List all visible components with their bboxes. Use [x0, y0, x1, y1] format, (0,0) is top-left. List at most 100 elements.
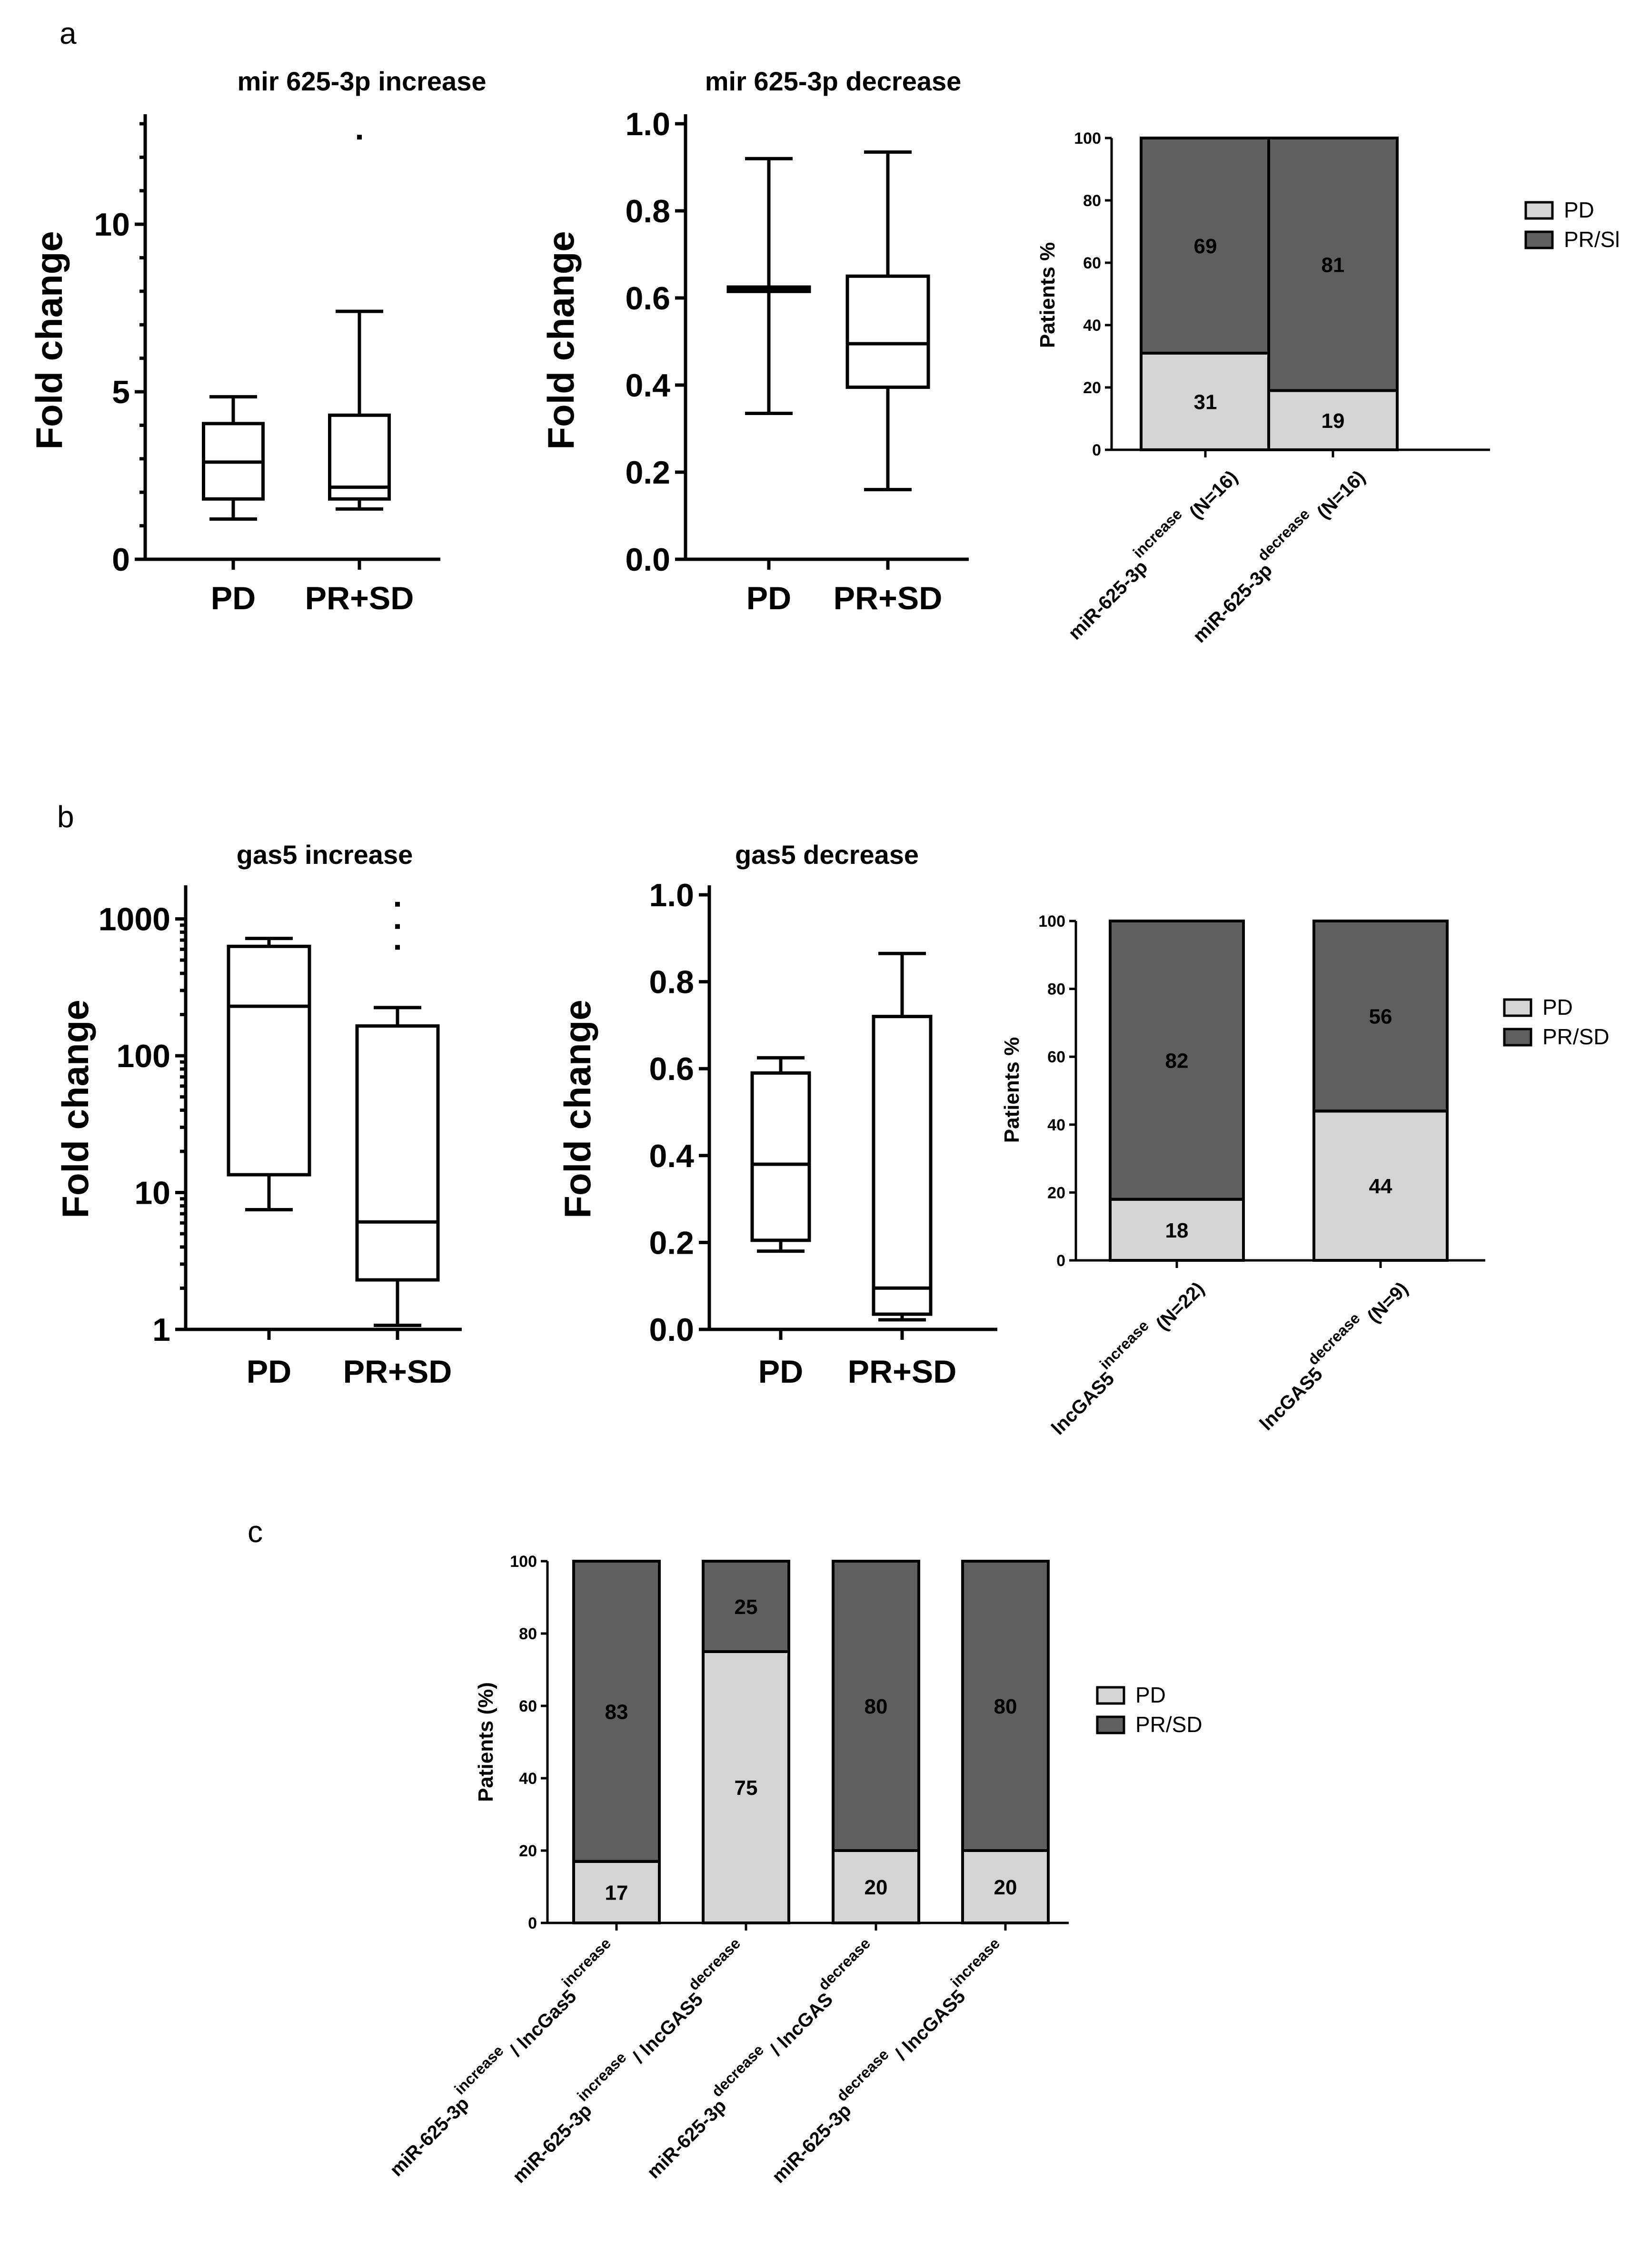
x-category-label: lncGAS5increase(N=22): [1040, 1271, 1209, 1439]
y-tick-label: 60: [1047, 1048, 1065, 1066]
data-label-pd: 19: [1322, 409, 1345, 433]
bar-segment-pd: [572, 1860, 661, 1925]
legend-label-pr-sd: PR/SD: [1542, 1024, 1610, 1049]
y-tick-label: 0: [1092, 441, 1101, 459]
y-tick-label: 10: [94, 207, 130, 243]
category-base2: / lncGAS5: [887, 1986, 970, 2068]
box-iqr: [227, 944, 311, 1177]
outlier-point: [357, 135, 362, 140]
y-tick-label: 1.0: [625, 106, 670, 142]
category-sup: increase: [451, 2042, 507, 2098]
y-tick-label: 100: [1074, 129, 1101, 148]
category-sup: increase: [1096, 1317, 1152, 1373]
y-tick-label: 1.0: [649, 877, 694, 913]
bar-segment-pd: [1312, 1109, 1449, 1262]
chart-mir625-decrease: mir 625-3p decrease Fold change 0.0 0.2 0.4 0…: [540, 66, 969, 616]
x-category-label: PD: [247, 1354, 291, 1390]
chart-gas5-patients: Patients %0204060801001882lncGAS5increas…: [1000, 912, 1610, 1439]
chart-mir625-patients: Patients % 0 20 40 60 80 100 31 69 miR-625-3pincr…: [1036, 129, 1620, 647]
y-tick-label: 0.0: [649, 1312, 694, 1348]
y-tick-label: 40: [1047, 1116, 1065, 1134]
outlier-point: [395, 945, 400, 950]
y-tick-label: 60: [519, 1697, 537, 1715]
legend-label-pr-sd: PR/Sl: [1564, 227, 1620, 252]
y-tick-label: 80: [1083, 192, 1101, 210]
legend-swatch-pd: [1503, 998, 1532, 1017]
data-label-pd: 18: [1165, 1219, 1189, 1242]
category-sup2: increase: [558, 1935, 614, 1991]
data-label-pd: 20: [994, 1876, 1017, 1899]
chart-mir625-increase: mir 625-3p increase Fold change 0 5 10 PD PR+S…: [28, 66, 486, 616]
x-category-label: PR+SD: [305, 580, 414, 616]
category-sup2: decrease: [815, 1935, 874, 1994]
y-tick-label: 20: [1047, 1184, 1065, 1202]
box-iqr: [845, 274, 930, 389]
y-tick-label: 0: [1056, 1252, 1065, 1270]
y-tick-label: 0.2: [649, 1225, 694, 1261]
outlier-point: [395, 901, 400, 907]
x-category-label: PD: [211, 580, 256, 616]
data-label-pr-sd: 25: [735, 1595, 758, 1619]
category-sup: increase: [1130, 505, 1185, 561]
data-label-pr-sd: 82: [1165, 1049, 1189, 1072]
legend-label-pr-sd: PR/SD: [1135, 1712, 1203, 1737]
x-category-label: lncGAS5decrease(N=9): [1248, 1271, 1412, 1435]
chart-title: gas5 decrease: [735, 840, 919, 870]
bar-segment-pr-sd: [1267, 137, 1399, 392]
y-tick-label: 0.8: [649, 964, 694, 1000]
x-category-label: miR-625-3pdecrease / lncGAS5increase: [761, 1935, 1014, 2188]
y-tick-label: 20: [519, 1842, 537, 1860]
chart-title: mir 625-3p decrease: [705, 66, 962, 96]
y-tick-label: 0.4: [649, 1138, 694, 1174]
category-base: miR-625-3p: [643, 2095, 731, 2183]
category-sup: decrease: [833, 2046, 892, 2105]
category-base: miR-625-3p: [768, 2100, 855, 2188]
category-base: miR-625-3p: [1189, 560, 1276, 647]
y-tick-label: 0.0: [625, 542, 670, 578]
y-tick-label: 0: [528, 1914, 537, 1932]
legend-swatch-pr-sd: [1096, 1715, 1125, 1734]
bar-segment-pd: [1109, 1198, 1245, 1262]
bar-segment-pr-sd: [572, 1560, 661, 1863]
y-axis-label: Patients (%): [474, 1682, 497, 1802]
y-tick-label: 0.2: [625, 455, 670, 491]
y-tick-label: 0.6: [625, 280, 670, 317]
category-base2: / lncGAS: [762, 1989, 837, 2063]
y-axis-label: Fold change: [28, 231, 70, 449]
bar-segment-pr-sd: [1140, 137, 1271, 355]
y-tick-label: 0: [112, 542, 130, 578]
box-iqr: [872, 1015, 933, 1316]
y-tick-label: 20: [1083, 379, 1101, 397]
category-base: lncGAS5: [1256, 1364, 1327, 1435]
chart-gas5-decrease: gas5 decrease Fold change 0.0 0.2 0.4 0.6 0.8 1…: [557, 840, 997, 1390]
data-label-pr-sd: 56: [1369, 1005, 1392, 1029]
category-base2: / lncGas5: [502, 1986, 581, 2064]
data-label-pr-sd: 80: [865, 1695, 888, 1718]
outlier-point: [395, 924, 400, 929]
category-base: miR-625-3p: [1064, 556, 1152, 644]
y-tick-label: 100: [117, 1038, 170, 1074]
legend-swatch-pr-sd: [1503, 1028, 1532, 1047]
category-sup: increase: [574, 2049, 629, 2104]
y-axis-label: Patients %: [1000, 1037, 1024, 1143]
bar-segment-pd: [961, 1849, 1050, 1924]
data-label-pr-sd: 81: [1322, 253, 1345, 277]
category-n: (N=9): [1363, 1278, 1412, 1327]
bar-segment-pr-sd: [1109, 920, 1245, 1201]
x-category-label: miR-625-3pincrease / lncGas5increase: [378, 1935, 624, 2180]
category-base: miR-625-3p: [386, 2093, 473, 2181]
data-label-pd: 44: [1369, 1175, 1392, 1198]
chart-combined-patients: Patients (%)0204060801001783miR-625-3pin…: [378, 1553, 1203, 2188]
chart-title: mir 625-3p increase: [238, 66, 487, 96]
y-tick-label: 100: [510, 1553, 537, 1571]
category-sup: decrease: [1304, 1309, 1363, 1368]
y-axis-label: Fold change: [54, 1000, 96, 1218]
bar-segment-pr-sd: [961, 1560, 1050, 1852]
category-sup2: increase: [947, 1935, 1003, 1991]
y-tick-label: 1: [152, 1312, 170, 1348]
data-label-pd: 20: [865, 1876, 888, 1899]
data-label-pr-sd: 80: [994, 1695, 1017, 1718]
legend-swatch-pr-sd: [1524, 230, 1554, 249]
category-n: (N=16): [1185, 466, 1242, 523]
